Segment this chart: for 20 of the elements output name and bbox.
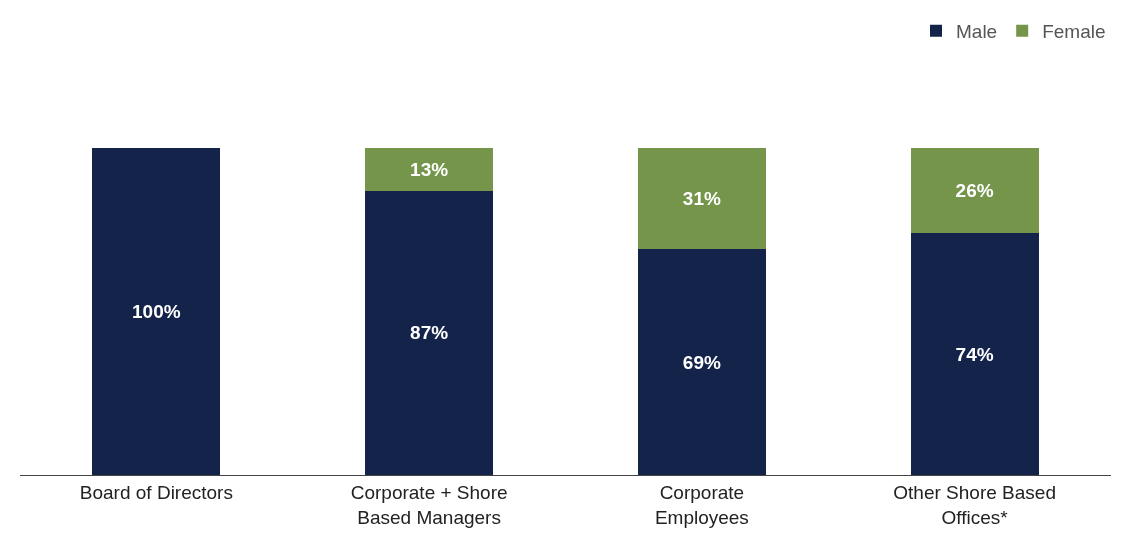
- bar: [910, 233, 1039, 475]
- bar: [365, 190, 494, 475]
- data-label: 69%: [682, 351, 721, 373]
- data-label: 31%: [682, 188, 721, 210]
- bar: [637, 148, 766, 250]
- x-tick-label: Corporate + Shore Based Managers: [350, 481, 508, 528]
- x-tick-label: Corporate Employees: [654, 481, 749, 528]
- bar: [92, 148, 221, 475]
- data-label: 87%: [410, 322, 449, 344]
- x-tick-label: Board of Directors: [79, 481, 233, 503]
- x-tick-label: Other Shore Based Offices*: [893, 481, 1056, 528]
- legend-label: Male: [956, 21, 998, 43]
- legend-label: Female: [1042, 21, 1106, 43]
- data-label: 100%: [132, 301, 181, 322]
- bar: [637, 249, 766, 475]
- data-label: 13%: [410, 158, 449, 180]
- bar: [910, 148, 1039, 234]
- data-label: 74%: [955, 343, 994, 365]
- bar: [365, 148, 494, 191]
- data-label: 26%: [955, 180, 994, 202]
